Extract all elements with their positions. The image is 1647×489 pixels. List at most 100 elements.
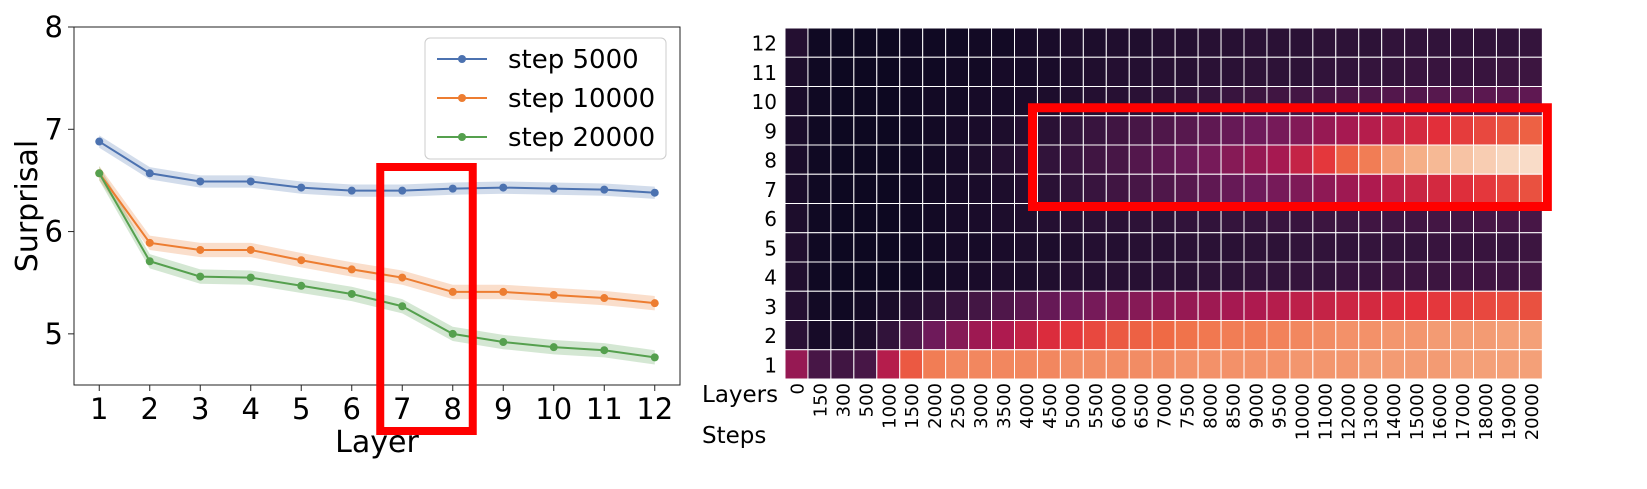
heatmap-cell — [1105, 261, 1130, 292]
heatmap-cell — [1312, 173, 1337, 204]
heatmap-cell — [1174, 320, 1199, 351]
data-point — [196, 245, 205, 254]
heatmap-row-label: 1 — [764, 353, 777, 377]
heatmap-cell — [899, 56, 924, 87]
heatmap-cell — [1312, 290, 1337, 321]
heatmap-cell — [876, 349, 901, 380]
heatmap-cell — [1404, 320, 1429, 351]
heatmap-cell — [1243, 115, 1268, 146]
heatmap-cell — [1151, 27, 1176, 58]
heatmap-cell — [1151, 290, 1176, 321]
heatmap-cell — [1473, 173, 1497, 204]
heatmap-row-label: 10 — [752, 90, 777, 114]
heatmap-row-label: 11 — [752, 61, 777, 85]
heatmap-cell — [1174, 290, 1199, 321]
heatmap-column-label: 4000 — [1017, 383, 1038, 429]
heatmap-cell — [899, 232, 924, 263]
heatmap-cell — [1014, 261, 1038, 292]
heatmap-cell — [1243, 261, 1268, 292]
heatmap-cell — [945, 56, 970, 87]
heatmap-cell — [1427, 320, 1452, 351]
heatmap-column-label: 500 — [856, 383, 877, 417]
heatmap-column-label: 5000 — [1063, 383, 1084, 429]
x-tick-label: 9 — [494, 392, 512, 426]
heatmap-cell — [1450, 173, 1474, 204]
heatmap-cell — [945, 86, 970, 117]
heatmap-cell — [830, 203, 855, 234]
heatmap-cell — [1289, 290, 1314, 321]
heatmap-cell — [968, 320, 993, 351]
heatmap-cell — [1128, 56, 1153, 87]
heatmap-cell — [968, 86, 993, 117]
heatmap-cell — [1197, 56, 1222, 87]
data-point — [95, 169, 104, 178]
heatmap-cell — [1473, 320, 1497, 351]
heatmap-cell — [1358, 320, 1383, 351]
heatmap-cell — [1312, 144, 1337, 175]
heatmap-cell — [1358, 144, 1383, 175]
x-tick-label: 11 — [586, 392, 623, 426]
heatmap-cell — [1197, 173, 1222, 204]
heatmap-cell — [1404, 290, 1429, 321]
heatmap-column-label: 1500 — [902, 383, 923, 429]
heatmap-cell — [899, 86, 924, 117]
heatmap-cell — [899, 261, 924, 292]
heatmap-cell — [1220, 290, 1245, 321]
heatmap-cell — [1151, 115, 1176, 146]
heatmap-column-label: 13000 — [1361, 383, 1382, 440]
heatmap-cell — [1381, 320, 1406, 351]
heatmap-row-label: 3 — [764, 295, 777, 319]
heatmap-cell — [1197, 261, 1222, 292]
data-point — [297, 183, 306, 192]
data-point — [398, 186, 407, 195]
heatmap-cell — [945, 173, 970, 204]
heatmap-row-label: 8 — [764, 149, 777, 173]
heatmap-cell — [1082, 173, 1107, 204]
heatmap-cell — [991, 56, 1015, 87]
heatmap-cell — [1335, 56, 1360, 87]
heatmap-cell — [945, 232, 970, 263]
heatmap-cell — [1312, 115, 1337, 146]
heatmap-cell — [784, 56, 809, 87]
heatmap-cell — [784, 290, 809, 321]
data-point — [347, 265, 356, 274]
heatmap-cell — [1059, 173, 1084, 204]
data-point — [448, 287, 457, 296]
heatmap-cell — [968, 290, 993, 321]
heatmap-cell — [1358, 56, 1383, 87]
heatmap-cell — [830, 232, 855, 263]
heatmap-cell — [1495, 261, 1520, 292]
heatmap-cell — [1105, 27, 1130, 58]
heatmap-cell — [1243, 144, 1268, 175]
heatmap-cell — [1289, 173, 1314, 204]
heatmap-cell — [1082, 144, 1107, 175]
heatmap-column-label: 9000 — [1246, 383, 1267, 429]
heatmap-row-axis-label: Layers — [702, 382, 778, 408]
heatmap-cell — [1312, 27, 1337, 58]
heatmap-cell — [853, 290, 878, 321]
heatmap-column-label: 14000 — [1384, 383, 1405, 440]
heatmap-cell — [1312, 232, 1337, 263]
heatmap-cell — [991, 86, 1015, 117]
heatmap-cell — [991, 290, 1015, 321]
heatmap-cell — [1128, 115, 1153, 146]
x-tick-label: 8 — [444, 392, 462, 426]
heatmap-cell — [1105, 232, 1130, 263]
y-tick-label: 7 — [45, 112, 63, 146]
heatmap-cell — [1427, 290, 1452, 321]
heatmap-cell — [876, 290, 901, 321]
heatmap-cells — [784, 27, 1543, 380]
heatmap-cell — [1128, 173, 1153, 204]
heatmap-cell — [784, 349, 809, 380]
heatmap-cell — [1495, 232, 1520, 263]
heatmap-cell — [1105, 144, 1130, 175]
heatmap-cell — [1450, 27, 1474, 58]
heatmap-cell — [1128, 320, 1153, 351]
heatmap-cell — [784, 27, 809, 58]
heatmap-cell — [1174, 27, 1199, 58]
data-point — [297, 256, 306, 265]
heatmap-cell — [899, 290, 924, 321]
heatmap-cell — [922, 27, 947, 58]
heatmap-cell — [922, 203, 947, 234]
heatmap-cell — [1151, 261, 1176, 292]
